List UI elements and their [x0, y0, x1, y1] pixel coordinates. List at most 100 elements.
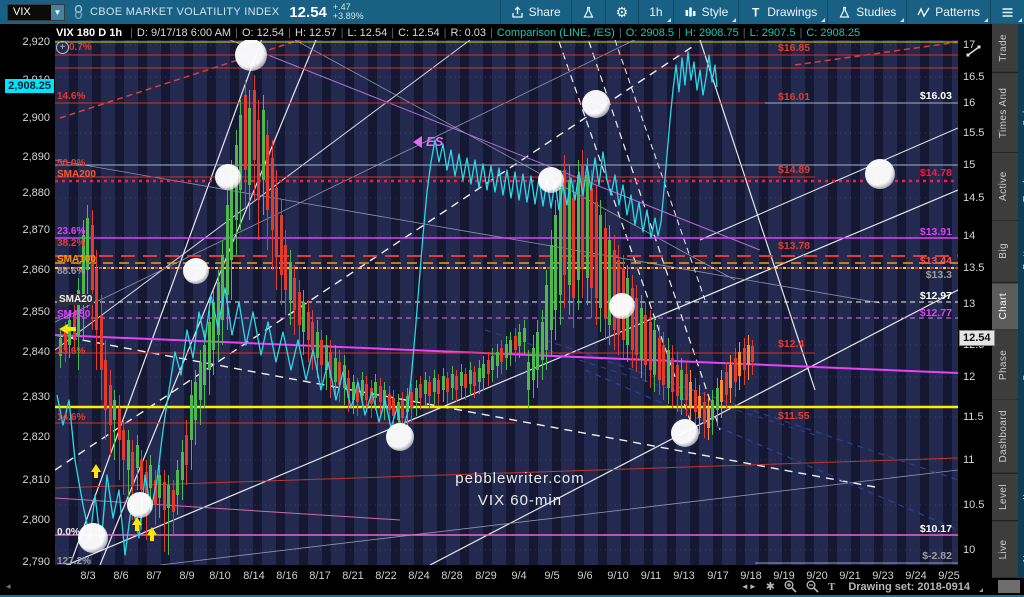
level-label: 0.0%: [57, 527, 80, 538]
level-label: SMA200: [57, 169, 96, 180]
pan-arrows-icon[interactable]: ◄►: [740, 582, 757, 591]
price-level-label: $16.01: [778, 91, 811, 103]
date-tick: 8/28: [441, 570, 463, 582]
anchor-icon[interactable]: +: [56, 41, 69, 54]
zoom-out-icon[interactable]: [806, 580, 819, 593]
symbol-dropdown-caret[interactable]: ▼: [51, 4, 64, 20]
intersection-bubble: [235, 40, 267, 71]
date-tick: 8/3: [80, 570, 96, 582]
toolbar-buttons: Share ⚙ 1h Style T Drawings Studies Patterns: [499, 0, 1024, 24]
left-axis[interactable]: 2,9202,9102,9002,8902,8802,8702,8602,850…: [0, 36, 55, 568]
gear-icon: ⚙: [615, 4, 629, 20]
sidebar-tab-dashboard[interactable]: Dashboard: [992, 400, 1018, 473]
studies-button[interactable]: Studies: [827, 0, 906, 24]
right-axis-tick: 16: [963, 97, 976, 109]
link-icon[interactable]: [73, 5, 84, 19]
right-axis[interactable]: 1716.51615.51514.51413.51312.51211.51110…: [958, 39, 995, 565]
zoom-in-icon[interactable]: [784, 580, 797, 593]
right-axis-tick: 14.5: [963, 192, 985, 204]
settings-button[interactable]: ⚙: [604, 0, 639, 24]
last-price: 12.54: [289, 3, 327, 21]
wave-icon: [917, 6, 930, 19]
field-separator: |: [678, 26, 681, 39]
level-label: 23.6%: [57, 346, 86, 357]
marker-flower-icon[interactable]: ✱: [765, 581, 775, 593]
date-tick: 9/10: [607, 570, 629, 582]
left-axis-tick: 2,850: [22, 306, 50, 318]
sidebar-tab-big-buttons[interactable]: Big Buttons: [992, 220, 1024, 282]
level-label: SMA100: [57, 254, 96, 265]
level-label: 0.7%: [69, 42, 92, 53]
menu-dropdown-caret: [1018, 18, 1022, 22]
right-axis-tick: 15.5: [963, 127, 985, 139]
right-axis-tick: 14: [963, 230, 976, 242]
intersection-bubble: [865, 159, 895, 189]
date-tick: 9/4: [511, 570, 527, 582]
share-label: Share: [528, 5, 561, 19]
timeframe-button[interactable]: 1h: [638, 0, 672, 24]
drawing-set-caret[interactable]: [979, 587, 983, 592]
tletter-icon: T: [749, 6, 762, 19]
plot-area[interactable]: + pebblewriter.com VIX 60-min ES 0.7% 14.…: [55, 40, 958, 565]
symbol-input[interactable]: VIX ▼: [7, 3, 65, 21]
sidebar-tab-live-news[interactable]: Live News: [992, 520, 1024, 578]
sidebar-tab-level-ii[interactable]: Level II: [992, 473, 1024, 520]
left-axis-tick: 2,800: [22, 514, 50, 526]
price-bubble-label: $12.97: [919, 290, 952, 302]
drawing-set-label[interactable]: Drawing set: 2018-0914: [848, 580, 970, 593]
menu-icon: [1001, 6, 1014, 19]
window-edge: [1018, 24, 1024, 578]
date-axis[interactable]: 8/3 8/6 8/7 8/9 8/10 8/14 8/16 8/17 8/21 8/22 8/24…: [55, 570, 959, 584]
share-button[interactable]: Share: [499, 0, 571, 24]
date-tick: 9/20: [806, 570, 828, 582]
comparison-ohlc-field: H: 2908.75: [684, 26, 739, 39]
right-sidebar: Trade Times And Sales Active Trader Big But…: [992, 24, 1024, 578]
style-icon: [684, 6, 697, 19]
intersection-bubble: [609, 293, 635, 319]
right-axis-tick: 13: [963, 298, 976, 310]
timeframe-label: 1h: [649, 5, 663, 19]
date-tick: 8/14: [243, 570, 265, 582]
corner-resize-box[interactable]: [998, 580, 1020, 593]
sidebar-tab-phase-scores[interactable]: Phase Scores: [992, 329, 1024, 400]
drawings-button[interactable]: T Drawings: [738, 0, 827, 24]
date-tick: 9/19: [773, 570, 795, 582]
date-tick: 8/17: [309, 570, 331, 582]
sidebar-tab-chart[interactable]: Chart: [992, 282, 1018, 329]
price-level-label: $16.85: [778, 42, 811, 54]
price-chart-canvas[interactable]: [55, 40, 958, 565]
price-bubble-label: $14.78: [919, 167, 952, 179]
drawing-tool-icon[interactable]: [966, 44, 982, 62]
field-separator: |: [618, 26, 622, 39]
left-axis-tick: 2,880: [22, 187, 50, 199]
date-tick: 9/23: [872, 570, 894, 582]
intersection-bubble: [215, 164, 241, 190]
right-axis-tick: 12: [963, 371, 976, 383]
date-tick: 8/24: [408, 570, 430, 582]
style-label: Style: [701, 5, 729, 19]
drawings-dropdown-caret: [821, 18, 826, 22]
price-level-label: $14.89: [778, 164, 811, 176]
sidebar-tab-times-and-sales[interactable]: Times And Sales: [992, 72, 1024, 152]
sidebar-tab-active-trader[interactable]: Active Trader: [992, 152, 1024, 220]
sidebar-tab-trade[interactable]: Trade: [992, 24, 1018, 72]
field-separator: |: [490, 26, 493, 39]
price-bubble-label: $13.3: [925, 269, 952, 281]
style-button[interactable]: Style: [672, 0, 739, 24]
field-separator: |: [288, 26, 291, 39]
chart-header: VIX 180 D 1h | D: 9/17/18 6:00 AM | O: 12.54…: [56, 25, 860, 40]
date-tick: 9/6: [577, 570, 593, 582]
menu-button[interactable]: [990, 0, 1024, 24]
price-change: +.47 +3.89%: [333, 3, 364, 21]
price-level-label: $12.4: [778, 338, 805, 350]
patterns-button[interactable]: Patterns: [906, 0, 990, 24]
studies-dropdown-caret: [900, 18, 905, 22]
symbol-description: CBOE MARKET VOLATILITY INDEX: [90, 6, 280, 18]
intersection-bubble: [127, 492, 153, 518]
left-axis-tick: 2,790: [22, 556, 50, 568]
collapse-arrow-icon[interactable]: ◂: [6, 581, 11, 591]
quick-study-button[interactable]: [570, 0, 605, 24]
text-note-icon[interactable]: T: [827, 580, 836, 593]
date-tick: 8/9: [179, 570, 195, 582]
price-bubble-label: $16.03: [919, 90, 952, 102]
